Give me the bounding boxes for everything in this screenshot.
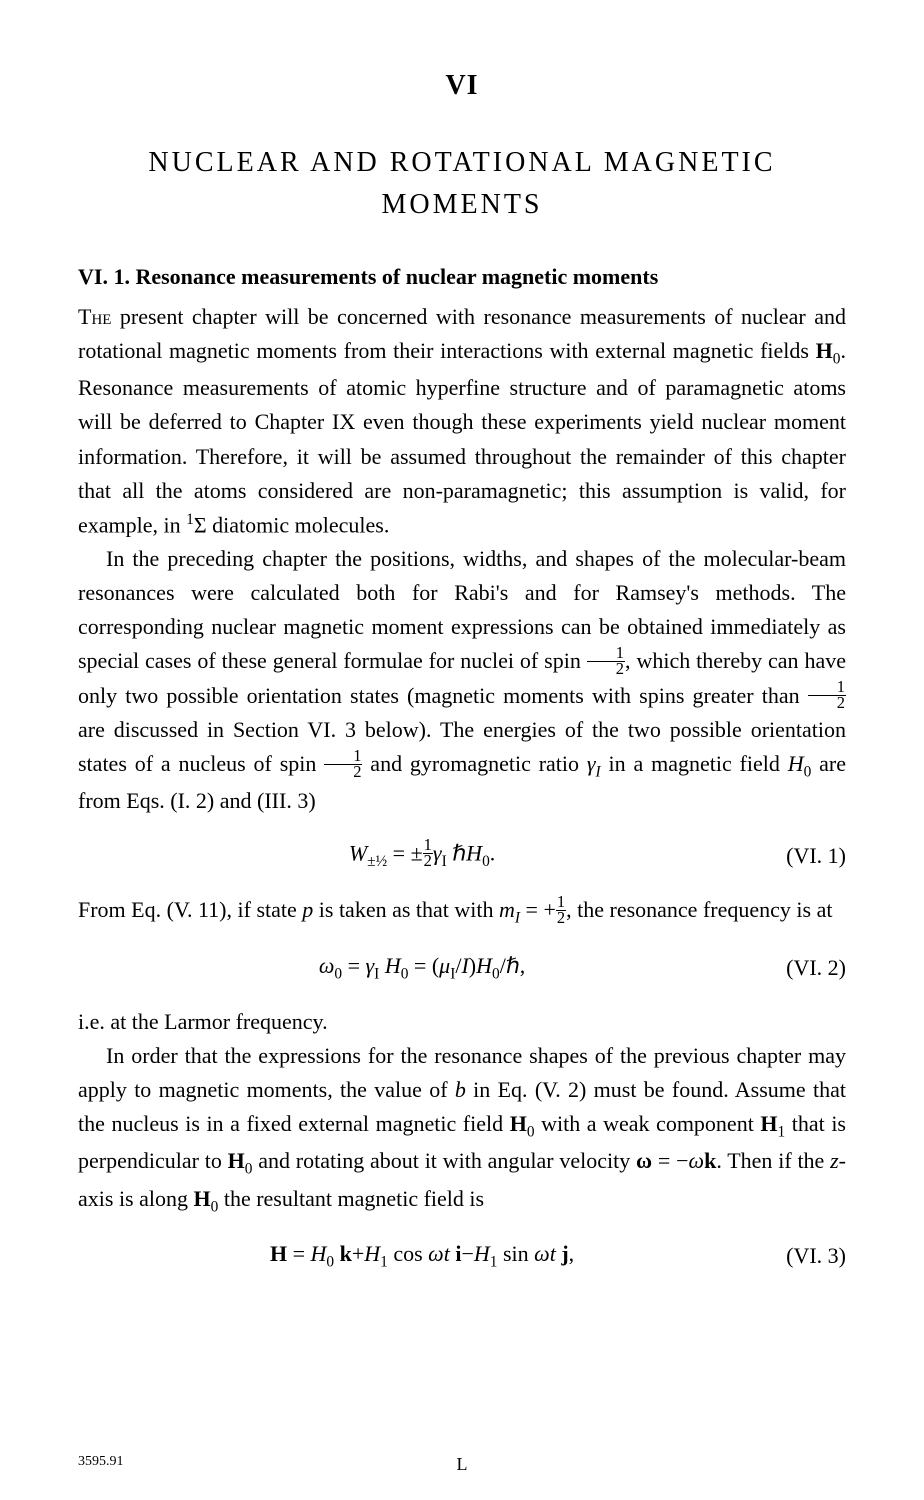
eq3-omega2: ω — [534, 1241, 550, 1266]
eq1-eq: = ± — [387, 841, 422, 866]
paragraph-3: From Eq. (V. 11), if state p is taken as… — [78, 893, 846, 930]
p3-p: p — [302, 897, 313, 922]
section-heading: VI. 1. Resonance measurements of nuclear… — [78, 264, 846, 290]
eq3-j: j — [561, 1241, 568, 1266]
p2-gamma: γ — [587, 751, 596, 776]
p2-text-e: in a magnetic field — [601, 751, 788, 776]
eq2-H: H — [385, 953, 401, 978]
eq2-H2: H — [476, 953, 492, 978]
eq3-omega: ω — [428, 1241, 444, 1266]
chapter-number: VI — [78, 70, 846, 102]
eq2-omega: ω — [319, 953, 335, 978]
eq2-content: ω0 = γI H0 = (μI/I)H0/ℏ, — [78, 953, 766, 983]
eq3-H: H — [270, 1241, 287, 1266]
p5-H0b: H — [228, 1148, 245, 1173]
p1-H0: H — [816, 338, 833, 363]
eq3-eq: = — [287, 1241, 310, 1266]
paragraph-5: In order that the expressions for the re… — [78, 1039, 846, 1219]
p3-text-c: = + — [520, 897, 556, 922]
eq3-k: k — [340, 1241, 352, 1266]
p5-text-d: with a weak component — [535, 1111, 761, 1136]
fraction-half-1: 12 — [587, 646, 625, 677]
p3-m: m — [499, 897, 515, 922]
eq3-H0-sub: 0 — [326, 1253, 334, 1270]
eq3-H1: H — [364, 1241, 380, 1266]
eq2-mu: μ — [439, 953, 450, 978]
paragraph-4: i.e. at the Larmor frequency. — [78, 1005, 846, 1039]
eq1-H: H — [466, 841, 482, 866]
p5-text-h: . Then if the — [716, 1148, 830, 1173]
eq2-hbar: ℏ, — [506, 953, 525, 978]
eq3-t2: t — [550, 1241, 556, 1266]
p1-text-a: present chapter will be concerned with r… — [78, 304, 846, 363]
eq1-label: (VI. 1) — [766, 843, 846, 869]
eq3-cos: cos — [388, 1241, 428, 1266]
p5-text-j: the resultant magnetic field is — [218, 1186, 484, 1211]
p2-text-d: and gyromagnetic ratio — [362, 751, 586, 776]
paragraph-1: The present chapter will be concerned wi… — [78, 300, 846, 542]
eq3-content: H = H0 k+H1 cos ωt i−H1 sin ωt j, — [78, 1241, 766, 1271]
p5-text-f: and rotating about it with angular veloc… — [252, 1148, 636, 1173]
eq1-hbar: ℏ — [447, 841, 466, 866]
eq2-eq2: = ( — [408, 953, 439, 978]
equation-3: H = H0 k+H1 cos ωt i−H1 sin ωt j, (VI. 3… — [78, 1241, 846, 1271]
chapter-title: NUCLEAR AND ROTATIONAL MAGNETIC MOMENTS — [78, 142, 846, 226]
p3-text-d: , the resonance frequency is at — [566, 897, 832, 922]
fraction-half-2: 12 — [808, 680, 846, 711]
eq3-plus: + — [352, 1241, 364, 1266]
eq2-I: I — [461, 953, 468, 978]
eq2-H2-sub: 0 — [492, 965, 500, 982]
p1-sigma: Σ — [194, 512, 207, 537]
p1-text-c: diatomic molecules. — [207, 512, 390, 537]
p1-H0-sub: 0 — [833, 350, 841, 367]
eq1-end: . — [490, 841, 496, 866]
p1-sigma-sup: 1 — [186, 511, 194, 528]
p5-text-g: = − — [652, 1148, 688, 1173]
p5-omega: ω — [689, 1148, 705, 1173]
equation-2: ω0 = γI H0 = (μI/I)H0/ℏ, (VI. 2) — [78, 953, 846, 983]
p5-H0: H — [510, 1111, 527, 1136]
p5-z: z — [830, 1148, 839, 1173]
eq3-H1-sub: 1 — [380, 1253, 388, 1270]
eq2-gamma: γ — [366, 953, 375, 978]
equation-1: W±½ = ±12γI ℏH0. (VI. 1) — [78, 840, 846, 871]
eq3-t: t — [444, 1241, 450, 1266]
p5-H0-sub: 0 — [527, 1124, 535, 1141]
p5-H1: H — [760, 1111, 777, 1136]
eq3-minus: − — [461, 1241, 473, 1266]
p5-omega-bold: ω — [636, 1148, 652, 1173]
page-footer: 3595.91 L — [78, 1454, 846, 1470]
p2-H: H — [788, 751, 804, 776]
footer-left: 3595.91 — [78, 1454, 124, 1470]
p5-b: b — [455, 1077, 466, 1102]
eq1-sub: ±½ — [367, 853, 387, 870]
eq2-close: ) — [469, 953, 476, 978]
eq3-label: (VI. 3) — [766, 1243, 846, 1269]
fraction-half-3: 12 — [324, 749, 362, 780]
eq3-sin: sin — [497, 1241, 534, 1266]
p3-text-a: From Eq. (V. 11), if state — [78, 897, 302, 922]
p3-text-b: is taken as that with — [313, 897, 499, 922]
p1-text-b: . Resonance measurements of atomic hyper… — [78, 338, 846, 537]
eq2-omega-sub: 0 — [334, 965, 342, 982]
eq2-eq1: = — [342, 953, 365, 978]
p5-k: k — [704, 1148, 716, 1173]
footer-center: L — [457, 1454, 468, 1475]
paragraph-2: In the preceding chapter the positions, … — [78, 542, 846, 818]
eq2-label: (VI. 2) — [766, 955, 846, 981]
leading-word: The — [78, 304, 111, 329]
eq3-H1b: H — [474, 1241, 490, 1266]
eq3-comma: , — [569, 1241, 575, 1266]
eq3-H0: H — [310, 1241, 326, 1266]
eq1-half: 12 — [423, 838, 433, 869]
eq1-H-sub: 0 — [482, 853, 490, 870]
fraction-half-4: 12 — [556, 895, 566, 926]
eq1-content: W±½ = ±12γI ℏH0. — [78, 840, 766, 871]
eq1-gamma: γ — [433, 841, 442, 866]
eq1-W: W — [349, 841, 367, 866]
p5-H0c: H — [194, 1186, 211, 1211]
